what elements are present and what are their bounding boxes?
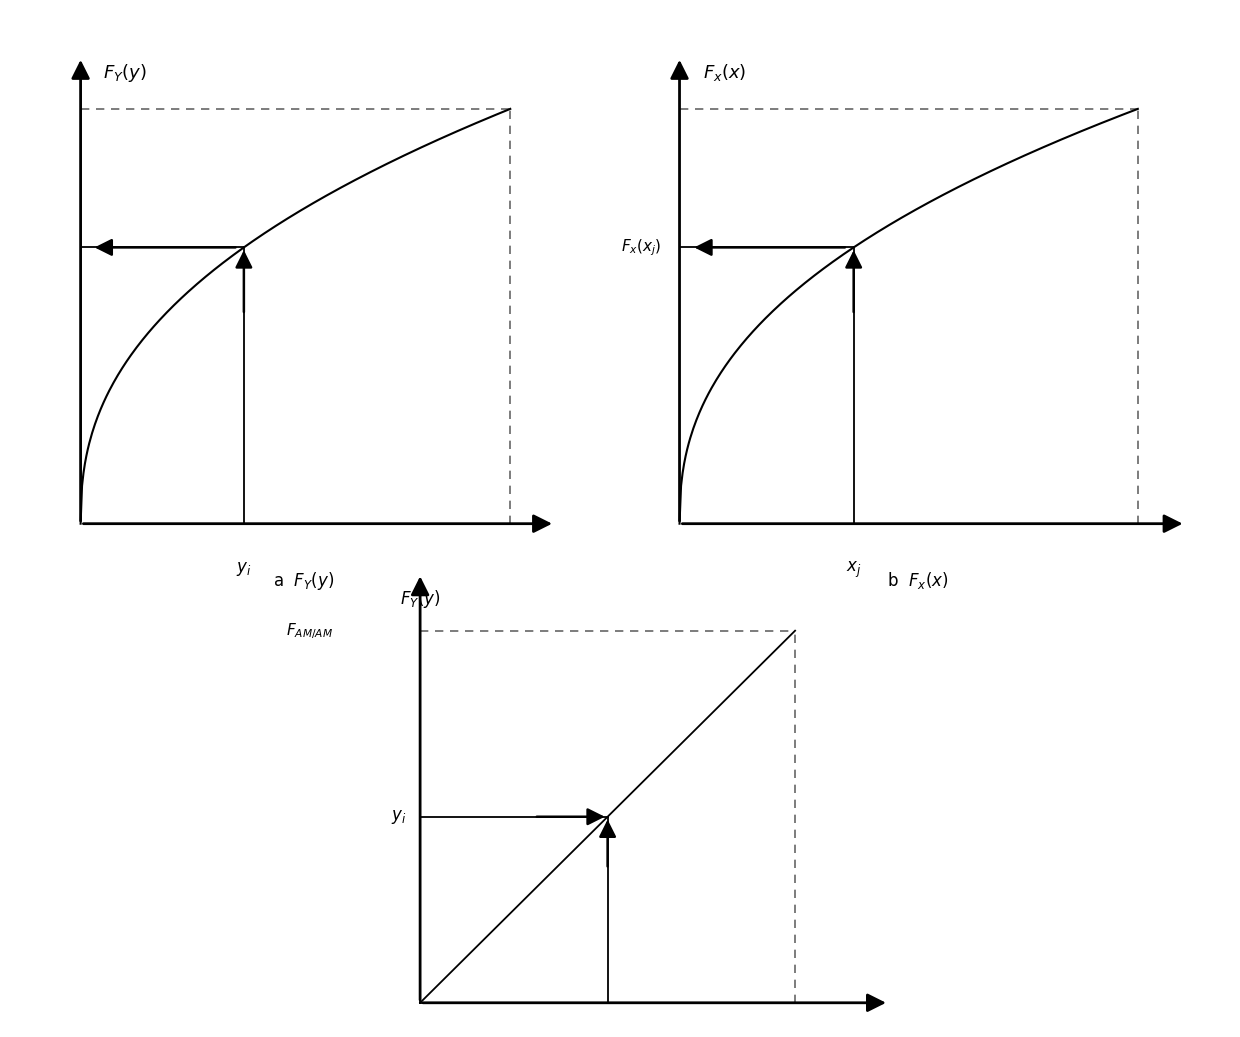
Text: $x_j$: $x_j$ xyxy=(846,560,862,580)
Text: a  $F_Y(y)$: a $F_Y(y)$ xyxy=(273,570,335,592)
Text: $F_{AM/AM}$: $F_{AM/AM}$ xyxy=(286,621,334,641)
Text: $F_Y(y)$: $F_Y(y)$ xyxy=(103,62,146,84)
Text: $F_x(x_j)$: $F_x(x_j)$ xyxy=(621,237,662,258)
Text: $y_i$: $y_i$ xyxy=(236,560,252,578)
Text: $F_Y(y)$: $F_Y(y)$ xyxy=(401,588,440,610)
Text: b  $F_x(x)$: b $F_x(x)$ xyxy=(887,570,949,591)
Text: $y_i$: $y_i$ xyxy=(392,808,407,825)
Text: $F_x(x)$: $F_x(x)$ xyxy=(703,62,746,83)
